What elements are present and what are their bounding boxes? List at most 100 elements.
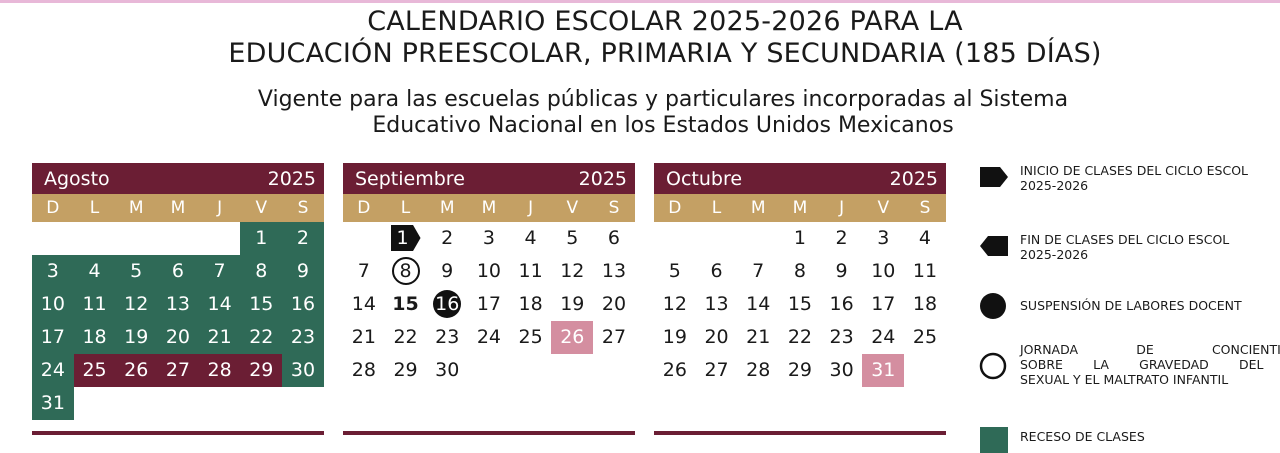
day-cell: 12 [654, 288, 696, 321]
day-cell: 3 [862, 222, 904, 255]
weekday-label: S [297, 198, 309, 218]
day-number: 17 [40, 326, 65, 348]
day-cell: 14 [737, 288, 779, 321]
calendar-title-line1: CALENDARIO ESCOLAR 2025-2026 PARA LA [367, 6, 963, 37]
day-number: 27 [601, 326, 627, 348]
green-square-icon [980, 427, 1008, 453]
day-cell: 25 [510, 321, 552, 354]
weekday-label: M [439, 198, 455, 218]
day-cell: 30 [426, 354, 468, 387]
day-cell: 23 [821, 321, 863, 354]
day-cell: 13 [696, 288, 738, 321]
empty-day-cell [343, 222, 385, 255]
day-number: 13 [601, 260, 627, 282]
day-cell: 3 [32, 255, 74, 288]
month-header: Octubre 2025 [654, 163, 946, 194]
day-number: 25 [912, 326, 938, 348]
next-month-header-strip [654, 431, 946, 435]
day-number: 9 [296, 260, 310, 282]
day-number: 21 [207, 326, 232, 348]
day-cell: 9 [282, 255, 324, 288]
day-cell: 8 [385, 255, 427, 288]
day-number: 7 [752, 260, 765, 282]
weekday-label: M [481, 198, 497, 218]
day-number: 21 [746, 326, 771, 348]
day-cell: 16 [282, 288, 324, 321]
day-number: 25 [518, 326, 543, 348]
day-number: 2 [296, 227, 310, 249]
day-cell: 18 [510, 288, 552, 321]
day-cell: 18 [73, 321, 116, 354]
day-number: 20 [601, 293, 627, 315]
day-number: 11 [912, 260, 938, 282]
day-cell: 21 [343, 321, 385, 354]
month-year: 2025 [889, 167, 938, 190]
day-number: 11 [518, 260, 543, 282]
day-cell: 28 [737, 354, 779, 387]
day-cell: 7 [343, 255, 385, 288]
day-cell: 12 [551, 255, 593, 288]
day-cell: 1 [240, 222, 283, 255]
day-cell: 10 [32, 288, 74, 321]
day-cell: 24 [32, 354, 74, 387]
day-number: 15 [392, 293, 419, 315]
month-calendar-octubre: Octubre 2025 D L M M J V S 1 2 3 4 5 6 7 8 9 10 11… [654, 163, 946, 387]
day-number: 1 [793, 227, 806, 249]
legend-text: 2025-2026 [1020, 178, 1089, 193]
weekday-label: V [877, 198, 890, 218]
weekday-row: D L M M J V S [343, 194, 635, 222]
weekday-label: D [357, 198, 371, 218]
day-number: 26 [560, 326, 585, 348]
weekday-label: J [528, 198, 534, 218]
legend-text: JORNADA DE CONCIENTIZACIO [1020, 342, 1280, 357]
day-cell: 14 [343, 288, 385, 321]
day-cell: 3 [468, 222, 510, 255]
day-number: 3 [877, 227, 890, 249]
day-cell: 21 [198, 321, 241, 354]
day-cell: 13 [157, 288, 199, 321]
month-year: 2025 [578, 167, 627, 190]
day-cell: 16 [426, 288, 468, 321]
empty-day-cell [157, 222, 199, 255]
day-cell: 23 [426, 321, 468, 354]
day-number: 4 [88, 260, 101, 282]
day-cell: 4 [510, 222, 552, 255]
day-cell: 28 [198, 354, 241, 387]
month-calendar-agosto: Agosto 2025 D L M M J V S 1 2 3 4 5 6 7 8 9 10 11 1… [32, 163, 324, 420]
weekday-label: D [46, 198, 60, 218]
day-cell: 20 [696, 321, 738, 354]
month-header: Agosto 2025 [32, 163, 324, 194]
day-cell: 10 [468, 255, 510, 288]
start-arrow-icon [980, 167, 1008, 187]
empty-day-cell [654, 222, 696, 255]
day-cell: 7 [737, 255, 779, 288]
day-number: 24 [871, 326, 896, 348]
day-cell: 17 [32, 321, 74, 354]
day-cell: 27 [593, 321, 635, 354]
day-number: 5 [668, 260, 681, 282]
day-cell: 20 [593, 288, 635, 321]
day-number: 14 [746, 293, 771, 315]
day-cell: 30 [282, 354, 324, 387]
open-circle-icon [979, 352, 1007, 380]
day-cell: 9 [426, 255, 468, 288]
day-number: 2 [441, 227, 454, 249]
day-cell: 26 [654, 354, 696, 387]
day-cell: 10 [862, 255, 904, 288]
legend-suspension: SUSPENSIÓN DE LABORES DOCENT [978, 292, 1242, 320]
day-cell: 1 [779, 222, 821, 255]
weekday-label: J [839, 198, 845, 218]
day-number: 9 [441, 260, 454, 282]
calendar-subtitle-line1: Vigente para las escuelas públicas y par… [257, 87, 1069, 112]
day-number: 5 [566, 227, 579, 249]
legend-text: RECESO DE CLASES [1020, 429, 1145, 444]
day-number: 25 [82, 359, 107, 381]
day-cell: 2 [426, 222, 468, 255]
day-cell: 6 [696, 255, 738, 288]
top-accent-bar [0, 0, 1280, 3]
end-arrow-icon [980, 236, 1008, 256]
weekday-label: S [919, 198, 931, 218]
calendar-title-line2: EDUCACIÓN PREESCOLAR, PRIMARIA Y SECUNDA… [228, 38, 1102, 69]
day-cell: 5 [551, 222, 593, 255]
day-cell: 15 [385, 288, 427, 321]
